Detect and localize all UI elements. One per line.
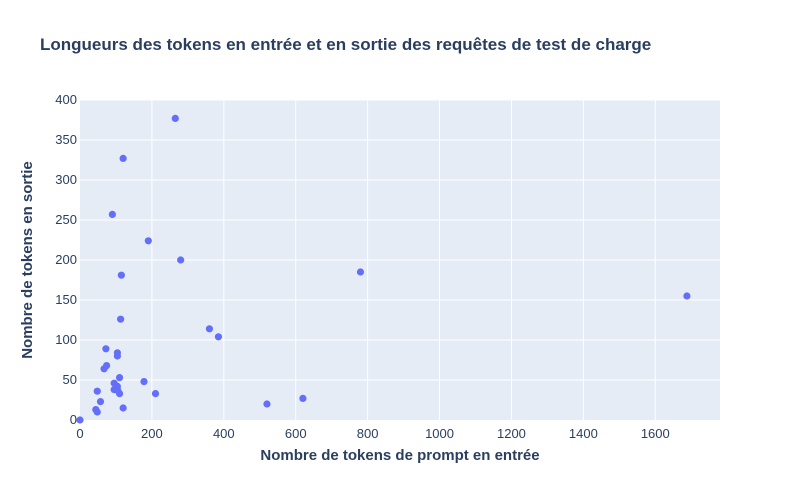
x-tick-label: 1400	[569, 426, 598, 441]
x-tick-label: 1000	[425, 426, 454, 441]
data-point	[140, 378, 148, 386]
data-point	[171, 114, 179, 122]
y-tick-label: 100	[55, 332, 77, 347]
x-tick-label: 400	[213, 426, 235, 441]
data-point	[102, 345, 110, 353]
data-point	[205, 325, 214, 333]
y-tick-label: 300	[55, 172, 77, 187]
data-point	[263, 400, 271, 408]
data-point	[113, 352, 121, 360]
data-point	[144, 237, 152, 245]
x-tick-label: 200	[141, 426, 163, 441]
y-tick-label: 350	[55, 132, 77, 147]
y-tick-label: 50	[63, 372, 77, 387]
data-point	[96, 398, 105, 406]
data-point	[115, 390, 124, 398]
data-point	[108, 210, 116, 218]
x-tick-label: 1600	[641, 426, 670, 441]
data-point	[151, 390, 160, 398]
data-point	[119, 154, 127, 162]
x-tick-label: 600	[285, 426, 307, 441]
data-point	[93, 387, 101, 395]
data-point	[683, 292, 691, 300]
chart-title: Longueurs des tokens en entrée et en sor…	[40, 35, 651, 54]
data-point	[299, 394, 307, 402]
y-tick-label: 200	[55, 252, 77, 267]
y-tick-label: 150	[55, 292, 77, 307]
data-point	[76, 416, 84, 424]
x-tick-label: 800	[357, 426, 379, 441]
data-point	[214, 333, 223, 341]
data-point	[117, 271, 125, 279]
data-point	[115, 374, 124, 382]
x-axis-ticks: 0 200 400 600 800 1000 1200 1400 1600	[76, 426, 669, 441]
y-axis-title: Nombre de tokens en sortie	[19, 161, 36, 359]
scatter-markers	[76, 114, 691, 424]
y-axis-ticks: 0 50 100 150 200 250 300 350 400	[55, 92, 77, 427]
y-tick-label: 250	[55, 212, 77, 227]
x-tick-label: 1200	[497, 426, 526, 441]
data-point	[100, 365, 108, 373]
y-tick-label: 400	[55, 92, 77, 107]
data-point	[93, 408, 101, 416]
x-tick-label: 0	[76, 426, 83, 441]
data-point	[177, 256, 185, 264]
x-axis-title: Nombre de tokens de prompt en entrée	[260, 447, 539, 464]
y-tick-label: 0	[70, 412, 77, 427]
data-point	[119, 404, 127, 412]
grid-lines	[80, 99, 720, 420]
data-point	[117, 315, 125, 323]
data-point	[356, 268, 365, 276]
